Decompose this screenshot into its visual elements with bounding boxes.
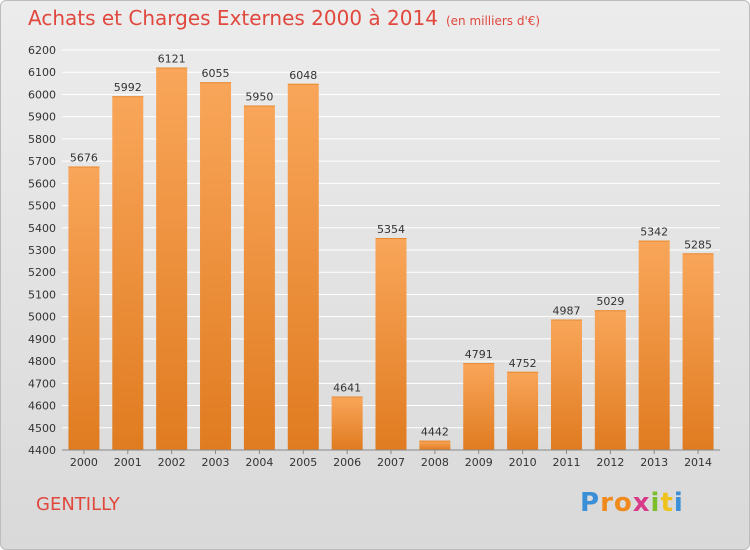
bar [200, 82, 232, 450]
proxiti-logo: Proxiti [580, 488, 684, 518]
y-tick-label: 5500 [28, 200, 56, 213]
bar [463, 363, 495, 450]
x-tick-label: 2005 [289, 456, 317, 469]
bar [507, 371, 539, 450]
y-tick-label: 4900 [28, 333, 56, 346]
bar [594, 310, 626, 450]
logo-letter: r [600, 488, 614, 518]
data-label: 5354 [377, 223, 405, 236]
bar [156, 67, 188, 451]
logo-letter: P [580, 488, 601, 518]
bars: 5676 5992 6121 6055 5950 6048 4641 5354 4442 4791… [68, 53, 714, 451]
logo-letter: i [673, 488, 684, 518]
y-tick-label: 6200 [28, 44, 56, 57]
data-label: 4442 [421, 426, 449, 439]
bar [419, 440, 451, 450]
bar [375, 238, 407, 450]
x-tick-label: 2007 [377, 456, 405, 469]
logo-letter: x [632, 488, 651, 518]
x-tick-label: 2003 [202, 456, 230, 469]
x-tick-label: 2012 [596, 456, 624, 469]
y-tick-label: 4400 [28, 444, 56, 457]
data-label: 5676 [70, 151, 98, 164]
y-tick-label: 5800 [28, 133, 56, 146]
city-name: GENTILLY [36, 494, 120, 515]
y-tick-label: 4600 [28, 400, 56, 413]
x-tick-label: 2009 [465, 456, 493, 469]
chart-title: Achats et Charges Externes 2000 à 2014 (e… [28, 6, 540, 30]
data-label: 5950 [245, 91, 273, 104]
bar [682, 253, 714, 450]
x-tick-label: 2013 [640, 456, 668, 469]
x-tick-label: 2014 [684, 456, 712, 469]
x-axis: 2000 2001 2002 2003 2004 2005 2006 2007 2008 2009… [62, 449, 720, 469]
y-tick-label: 5700 [28, 155, 56, 168]
bar [243, 105, 275, 451]
logo-letter: t [660, 488, 674, 518]
logo-letter: o [613, 488, 633, 518]
data-label: 5029 [596, 295, 624, 308]
y-tick-label: 5100 [28, 288, 56, 301]
x-tick-label: 2001 [114, 456, 142, 469]
data-label: 6121 [158, 53, 186, 66]
y-tick-label: 4700 [28, 377, 56, 390]
y-tick-label: 5600 [28, 177, 56, 190]
y-tick-label: 5900 [28, 111, 56, 124]
x-tick-label: 2006 [333, 456, 361, 469]
x-tick-label: 2002 [158, 456, 186, 469]
data-label: 5992 [114, 81, 142, 94]
data-label: 4987 [552, 305, 580, 318]
chart-subtitle: (en milliers d'€) [445, 14, 541, 28]
y-tick-label: 5300 [28, 244, 56, 257]
data-label: 6055 [202, 67, 230, 80]
bar [112, 96, 144, 450]
x-tick-label: 2011 [552, 456, 580, 469]
data-label: 5285 [684, 238, 712, 251]
chart-title-text: Achats et Charges Externes 2000 à 2014 [28, 6, 438, 30]
y-tick-label: 6000 [28, 88, 56, 101]
y-tick-label: 4500 [28, 422, 56, 435]
logo-letter: i [650, 488, 661, 518]
y-tick-label: 4800 [28, 355, 56, 368]
data-label: 5342 [640, 226, 668, 239]
y-tick-label: 5200 [28, 266, 56, 279]
bar [550, 319, 582, 450]
data-label: 4791 [465, 348, 493, 361]
x-tick-label: 2004 [245, 456, 273, 469]
y-tick-label: 6100 [28, 66, 56, 79]
data-label: 6048 [289, 69, 317, 82]
x-tick-label: 2010 [509, 456, 537, 469]
y-tick-label: 5400 [28, 222, 56, 235]
data-label: 4641 [333, 381, 361, 394]
data-label: 4752 [509, 357, 537, 370]
y-tick-label: 5000 [28, 311, 56, 324]
x-tick-label: 2008 [421, 456, 449, 469]
bar [287, 83, 319, 451]
bar [331, 396, 363, 450]
bar [68, 166, 100, 450]
bar [638, 240, 670, 450]
y-axis: 4400 4500 4600 4700 4800 4900 5000 5100 5200 5300… [28, 44, 56, 457]
x-tick-label: 2000 [70, 456, 98, 469]
